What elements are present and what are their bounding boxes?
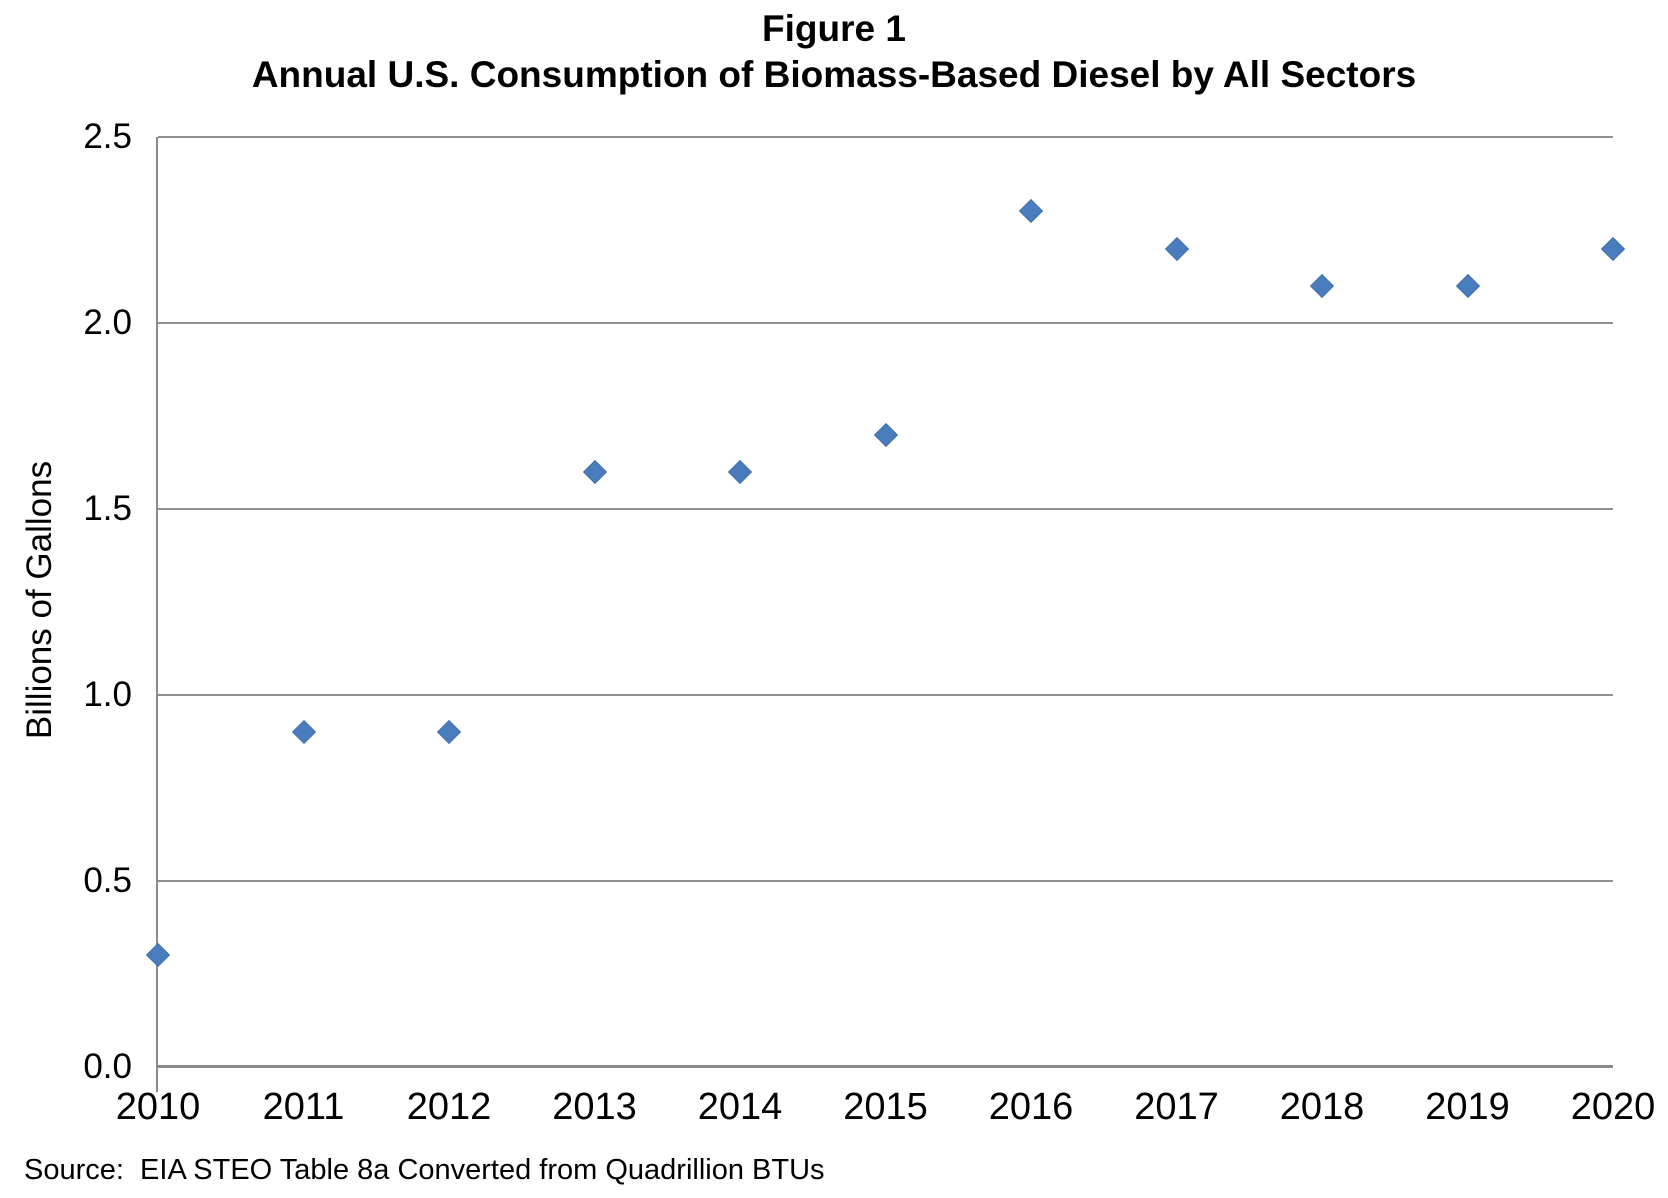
gridline-0.5: [158, 880, 1613, 882]
plot-area: [145, 136, 1626, 1092]
x-tick-label-2010: 2010: [115, 1086, 201, 1128]
data-point-2017: [1164, 236, 1189, 261]
data-point-2018: [1309, 273, 1335, 298]
x-tick-label-2011: 2011: [262, 1086, 345, 1128]
gridline-1.0: [158, 694, 1613, 696]
data-point-2015: [873, 422, 898, 447]
data-point-2014: [727, 459, 753, 484]
x-tick-label-2020: 2020: [1570, 1086, 1656, 1128]
y-tick-label-2.0: 2.0: [83, 303, 132, 342]
source-note: Source: EIA STEO Table 8a Converted from…: [24, 1154, 825, 1186]
y-tick-label-1.0: 1.0: [83, 675, 132, 714]
y-tick-label-1.5: 1.5: [83, 489, 132, 528]
x-tick-label-2016: 2016: [988, 1086, 1074, 1128]
x-axis-line: [158, 1065, 1613, 1068]
data-point-2010: [145, 943, 171, 968]
x-tick-label-2019: 2019: [1425, 1086, 1510, 1128]
chart-title-line2: Annual U.S. Consumption of Biomass-Based…: [251, 54, 1417, 95]
data-point-2020: [1600, 236, 1626, 261]
data-point-2019: [1455, 273, 1480, 298]
data-point-2012: [436, 720, 462, 745]
data-point-2016: [1018, 199, 1044, 224]
chart-title: Figure 1 Annual U.S. Consumption of Biom…: [0, 6, 1668, 98]
x-tick-label-2012: 2012: [406, 1086, 492, 1128]
x-tick-label-2014: 2014: [697, 1086, 783, 1128]
y-tick-label-0.5: 0.5: [83, 861, 132, 900]
y-tick-label-0.0: 0.0: [83, 1047, 132, 1086]
y-tick-label-2.5: 2.5: [83, 117, 132, 156]
gridline-2.5: [158, 136, 1613, 138]
x-tick-label-2013: 2013: [552, 1086, 637, 1128]
x-tick-label-2017: 2017: [1134, 1086, 1219, 1128]
gridline-2.0: [158, 322, 1613, 324]
data-point-2013: [582, 459, 607, 484]
chart-title-line1: Figure 1: [762, 8, 906, 49]
y-axis-line: [156, 137, 158, 1092]
data-point-2011: [291, 720, 316, 745]
gridline-1.5: [158, 508, 1613, 510]
x-tick-label-2018: 2018: [1279, 1086, 1365, 1128]
x-tick-label-2015: 2015: [843, 1086, 928, 1128]
